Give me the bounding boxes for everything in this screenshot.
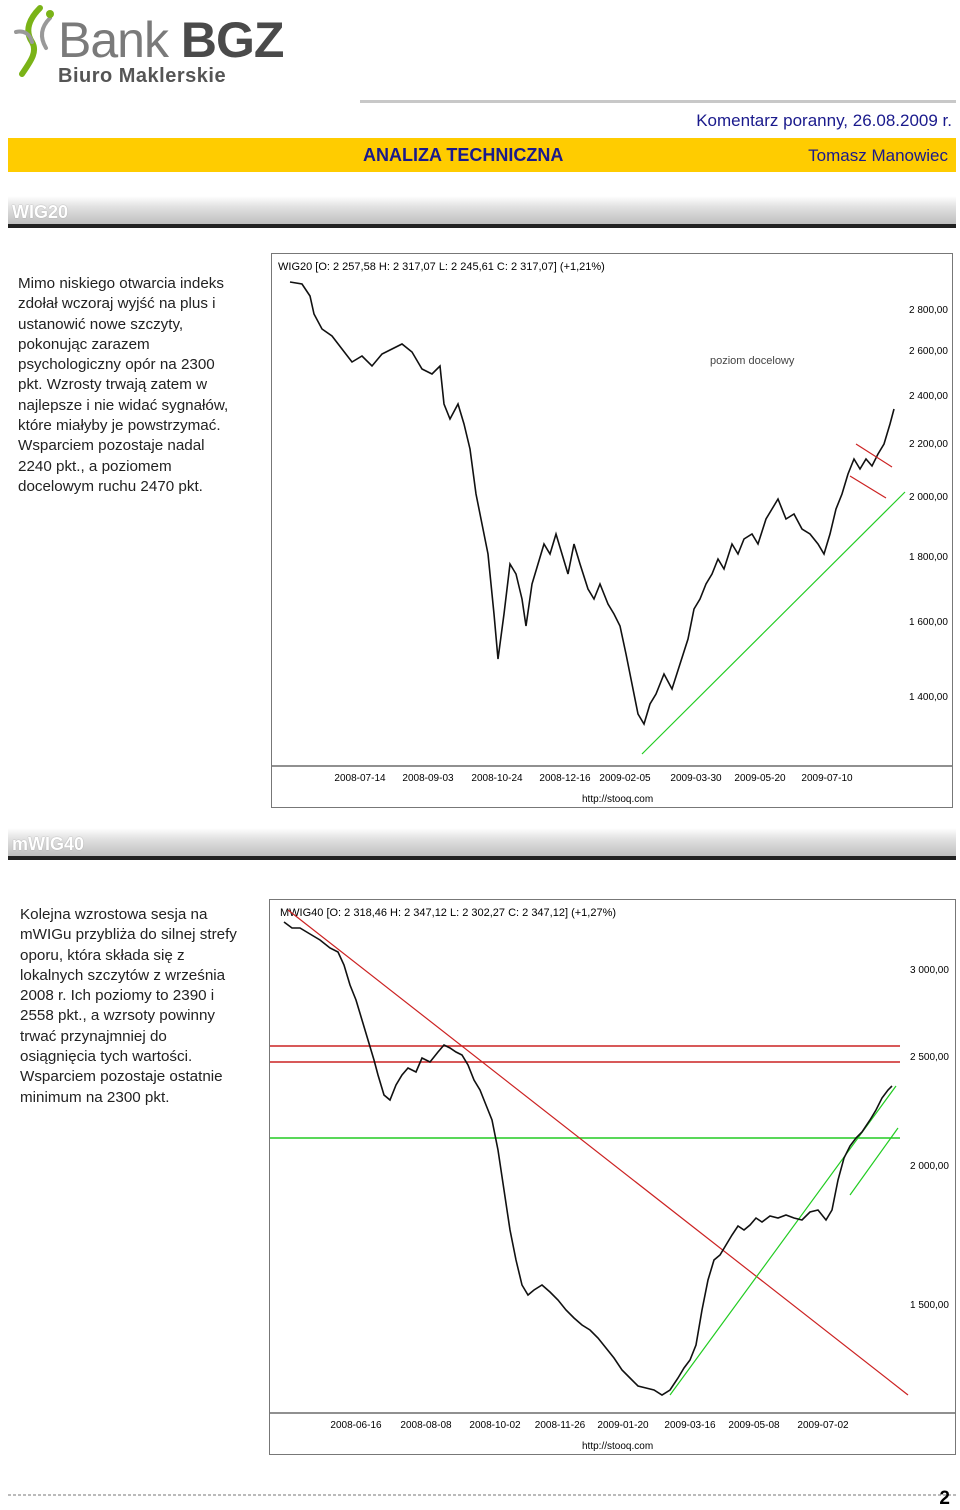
wig20-x-tick-label: 2009-07-10 <box>801 773 853 784</box>
wig20-channel-upper <box>855 443 893 468</box>
author-name: Tomasz Manowiec <box>808 146 948 165</box>
mwig40-heading: mWIG40 <box>12 834 85 854</box>
wig20-x-tick-label: 2009-02-05 <box>599 773 651 784</box>
mwig40-text-line: Wsparciem pozostaje ostatnie <box>20 1068 223 1086</box>
brand-name: Bank BGZ <box>58 12 284 68</box>
mwig40-y-tick-label: 2 000,00 <box>910 1161 949 1172</box>
wig20-heading-bar <box>8 196 956 228</box>
wig20-y-tick-label: 2 400,00 <box>909 391 948 402</box>
wig20-y-tick-label: 1 600,00 <box>909 617 948 628</box>
mwig40-y-tick-label: 1 500,00 <box>910 1300 949 1311</box>
wig20-x-tick-label: 2008-10-24 <box>471 773 523 784</box>
mwig40-y-tick-label: 3 000,00 <box>910 965 949 976</box>
wig20-x-tick-label: 2008-09-03 <box>402 773 454 784</box>
mwig40-x-tick-label: 2009-05-08 <box>728 1420 780 1431</box>
wig20-text-line: Wsparciem pozostaje nadal <box>18 437 205 455</box>
wig20-x-tick-label: 2009-05-20 <box>734 773 786 784</box>
wig20-text-line: 2240 pkt., a poziomem <box>18 457 172 475</box>
mwig40-x-tick-label: 2009-07-02 <box>797 1420 849 1431</box>
wig20-chart: WIG20 [O: 2 257,58 H: 2 317,07 L: 2 245,… <box>271 253 953 808</box>
page-number: 2 <box>939 1488 950 1509</box>
brand-swirl-icon <box>14 5 54 77</box>
wig20-channel-lower <box>849 475 887 499</box>
mwig40-chart-svg: MWIG40 [O: 2 318,46 H: 2 347,12 L: 2 302… <box>270 907 955 1452</box>
mwig40-x-tick-label: 2008-06-16 <box>330 1420 382 1431</box>
wig20-y-tick-label: 2 000,00 <box>909 492 948 503</box>
wig20-text-line: psychologiczny opór na 2300 <box>18 356 215 374</box>
wig20-heading: WIG20 <box>12 202 69 222</box>
wig20-text-line: Mimo niskiego otwarcia indeks <box>18 275 224 292</box>
mwig40-text-line: 2008 r. Ich poziomy to 2390 i <box>20 987 215 1005</box>
mwig40-price-line <box>283 921 893 1396</box>
mwig40-x-tick-label: 2009-03-16 <box>664 1420 716 1431</box>
mwig40-commentary: Kolejna wzrostowa sesja na mWIGu przybliż… <box>20 905 265 1108</box>
section-banner <box>8 138 956 172</box>
mwig40-x-tick-label: 2008-08-08 <box>400 1420 452 1431</box>
wig20-source: http://stooq.com <box>582 794 653 805</box>
wig20-text-line: zdołał wczoraj wyjść na plus i <box>18 295 216 313</box>
mwig40-x-tick-label: 2009-01-20 <box>597 1420 649 1431</box>
mwig40-steep-trendline <box>849 1127 899 1196</box>
mwig40-heading-bar <box>8 828 956 860</box>
header-divider <box>360 100 956 103</box>
wig20-support-trendline <box>641 491 906 755</box>
wig20-x-tick-label: 2008-07-14 <box>334 773 386 784</box>
mwig40-text-line: osiągnięcia tych wartości. <box>20 1048 193 1066</box>
mwig40-down-trendline <box>287 909 909 1396</box>
mwig40-x-tick-label: 2008-10-02 <box>469 1420 521 1431</box>
wig20-chart-svg: WIG20 [O: 2 257,58 H: 2 317,07 L: 2 245,… <box>272 261 952 805</box>
wig20-text-line: docelowym ruchu 2470 pkt. <box>18 477 203 495</box>
wig20-y-tick-label: 2 200,00 <box>909 439 948 450</box>
mwig40-text-line: trwać przynajmniej do <box>20 1027 167 1045</box>
mwig40-text-line: minimum na 2300 pkt. <box>20 1088 170 1106</box>
mwig40-text-line: 2558 pkt., a wzrsoty powinny <box>20 1007 216 1025</box>
wig20-y-tick-label: 2 600,00 <box>909 346 948 357</box>
wig20-text-line: pkt. Wzrosty trwają zatem w <box>18 376 208 394</box>
mwig40-text-line: oporu, która składa się z <box>20 946 185 964</box>
wig20-x-tick-label: 2008-12-16 <box>539 773 591 784</box>
footer-divider <box>8 1494 958 1496</box>
wig20-target-annotation: poziom docelowy <box>710 355 795 367</box>
wig20-y-tick-label: 1 800,00 <box>909 552 948 563</box>
mwig40-text-line: Kolejna wzrostowa sesja na <box>20 906 208 923</box>
wig20-text-line: pokonując zarazem <box>18 335 150 353</box>
wig20-y-tick-label: 1 400,00 <box>909 692 948 703</box>
wig20-text-line: które miałyby je powstrzymać. <box>18 417 221 435</box>
mwig40-chart: MWIG40 [O: 2 318,46 H: 2 347,12 L: 2 302… <box>269 899 956 1455</box>
wig20-legend: WIG20 [O: 2 257,58 H: 2 317,07 L: 2 245,… <box>278 261 605 273</box>
mwig40-x-tick-label: 2008-11-26 <box>535 1420 586 1431</box>
wig20-text-line: najlepsze i nie widać sygnałów, <box>18 396 229 414</box>
brand-logo <box>10 4 60 84</box>
mwig40-up-trendline <box>669 1085 897 1396</box>
mwig40-y-tick-label: 2 500,00 <box>910 1052 949 1063</box>
wig20-y-tick-label: 2 800,00 <box>909 305 948 316</box>
brand-division: Biuro Maklerskie <box>58 65 227 87</box>
report-title: Komentarz poranny, 26.08.2009 r. <box>696 111 952 130</box>
mwig40-text-line: mWIGu przybliża do silnej strefy <box>20 926 237 944</box>
wig20-x-tick-label: 2009-03-30 <box>670 773 722 784</box>
wig20-commentary: Mimo niskiego otwarcia indeks zdołał wczo… <box>18 274 263 497</box>
mwig40-text-line: lokalnych szczytów z września <box>20 966 226 984</box>
mwig40-legend: MWIG40 [O: 2 318,46 H: 2 347,12 L: 2 302… <box>280 907 616 919</box>
mwig40-source: http://stooq.com <box>582 1441 653 1452</box>
wig20-text-line: ustanowić nowe szczyty, <box>18 315 184 333</box>
section-title: ANALIZA TECHNICZNA <box>363 145 564 165</box>
wig20-price-line <box>289 281 895 726</box>
